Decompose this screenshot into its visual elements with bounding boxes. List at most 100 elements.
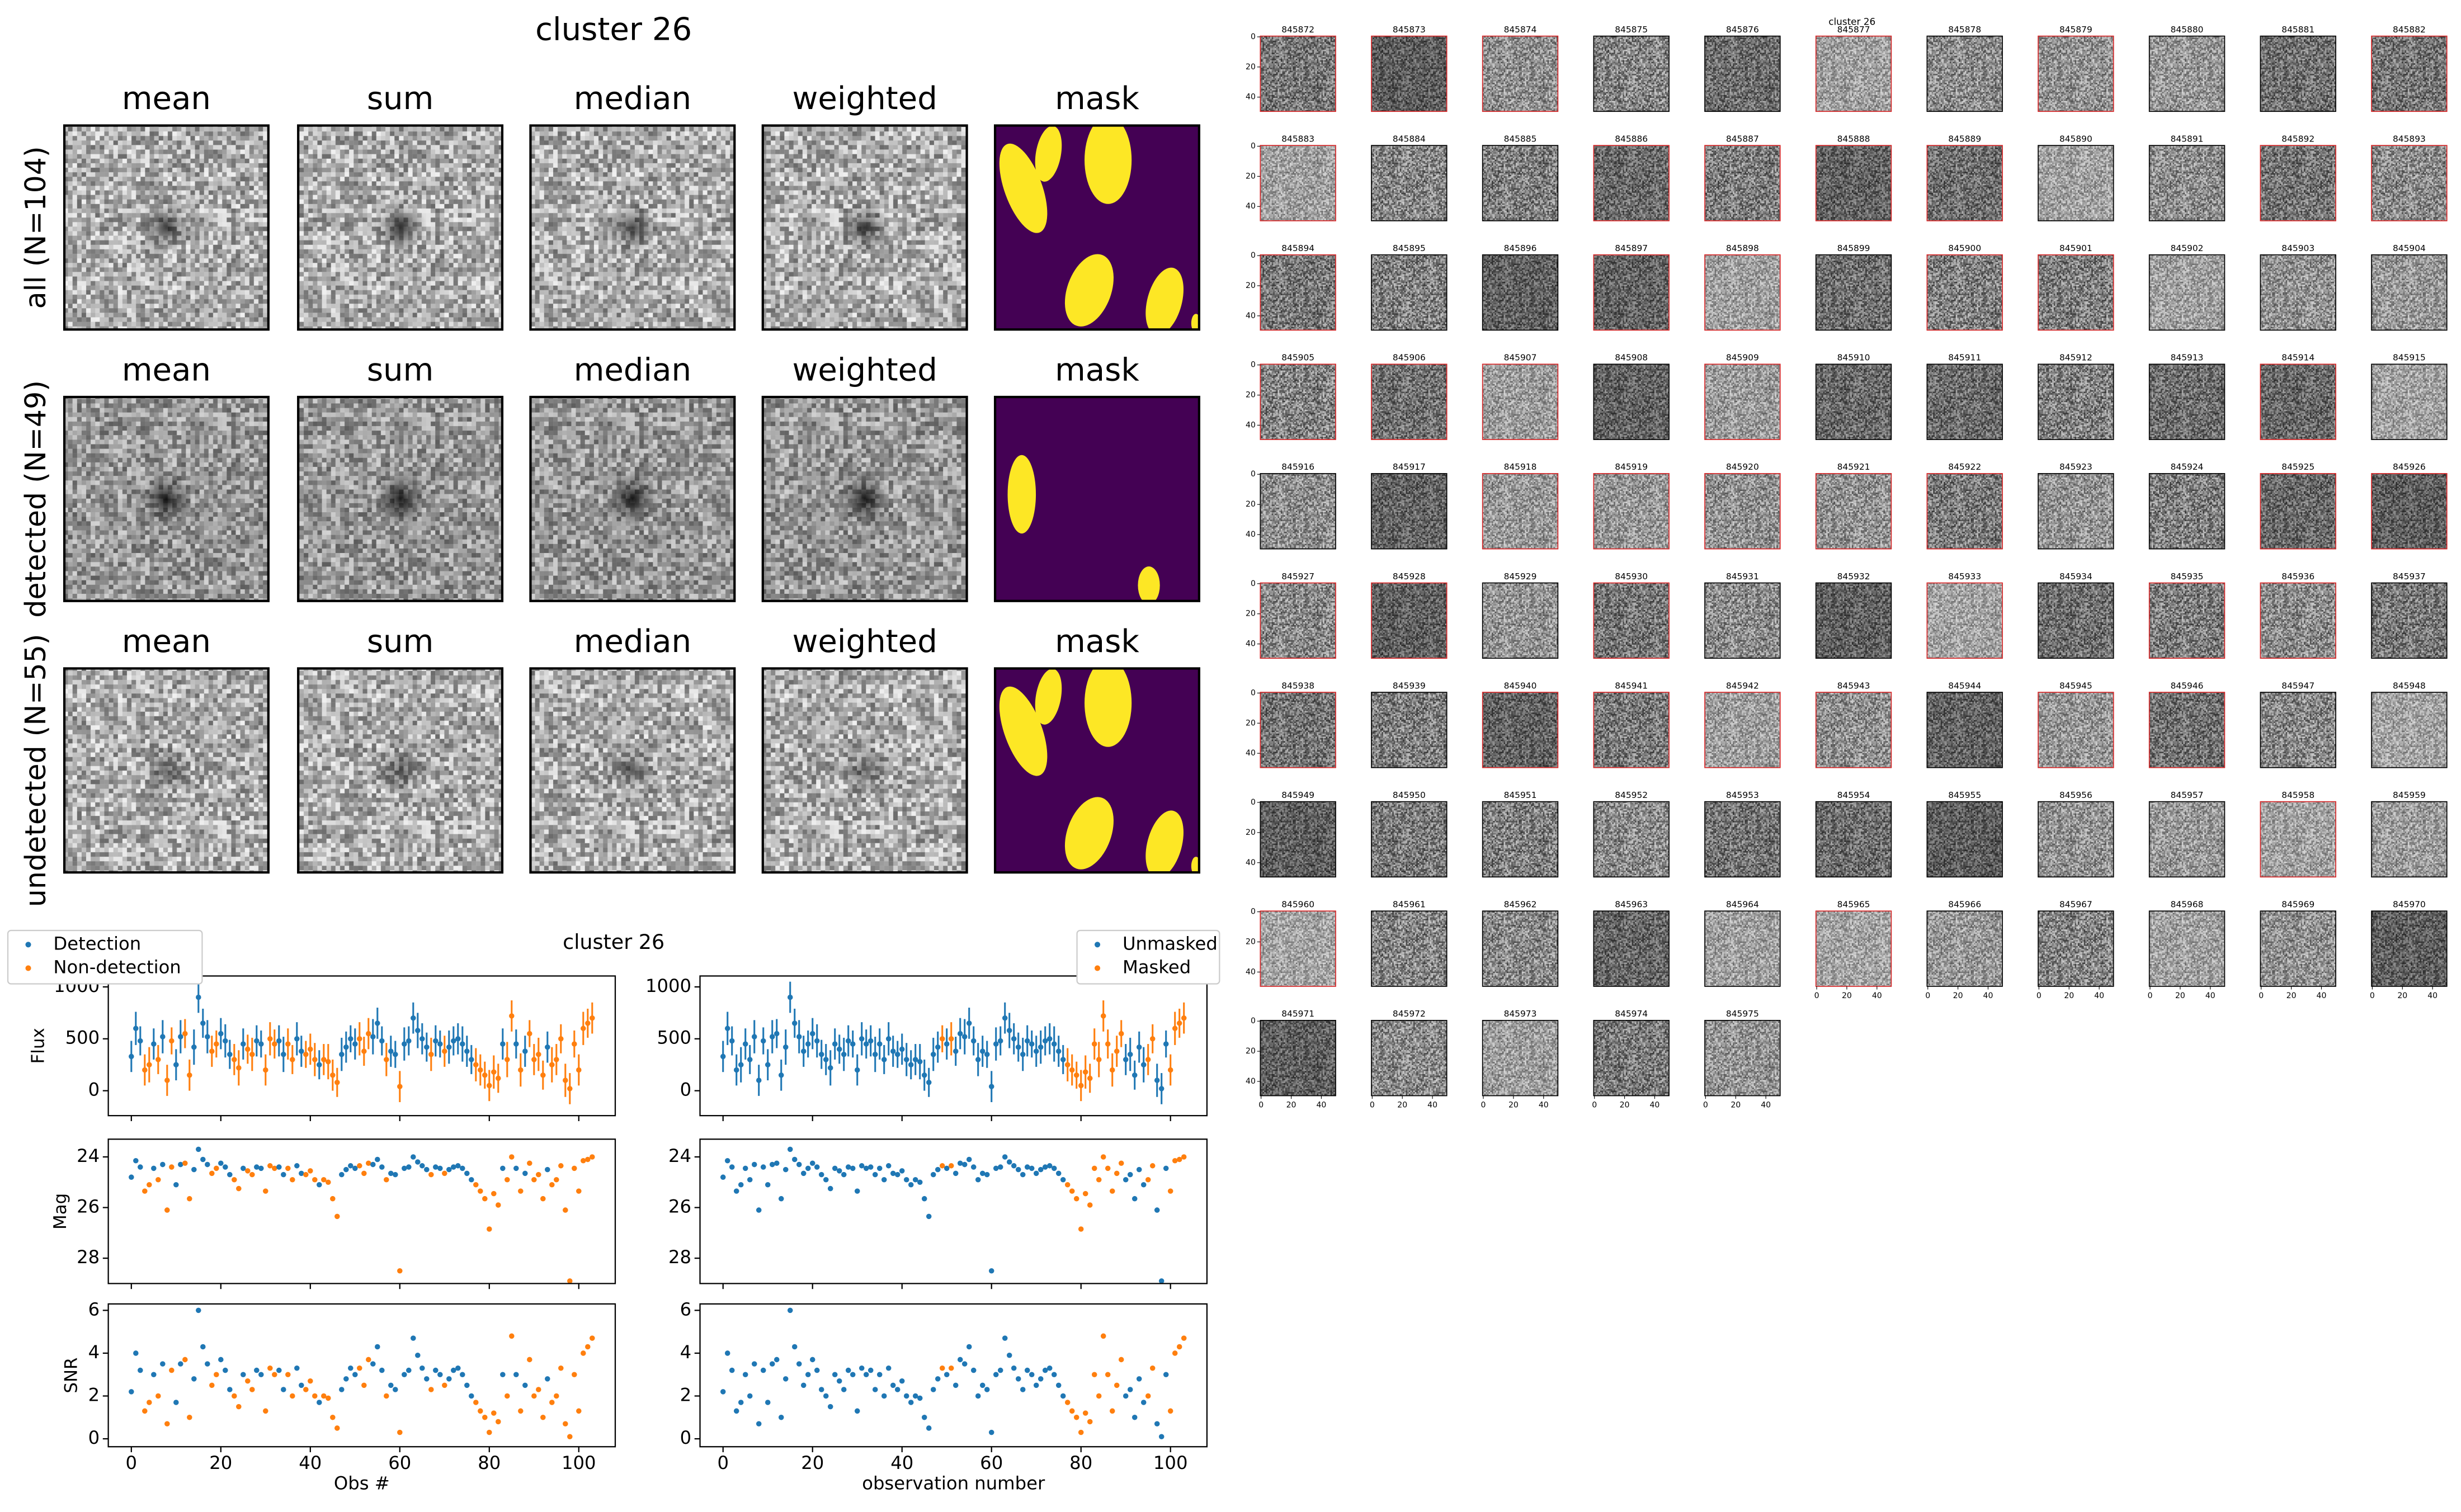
- row-label: all (N=104): [19, 146, 52, 309]
- data-point: [500, 1165, 506, 1171]
- data-point: [549, 1062, 555, 1067]
- data-point: [388, 1170, 394, 1176]
- data-point: [267, 1036, 273, 1042]
- source-blob: [139, 744, 194, 797]
- source-blob: [373, 201, 427, 254]
- data-point: [160, 1161, 166, 1168]
- data-point: [312, 1057, 318, 1062]
- data-point: [334, 1213, 340, 1220]
- data-point: [214, 1041, 219, 1047]
- x-tick-label: 40: [299, 1452, 322, 1473]
- data-point: [442, 1048, 447, 1054]
- data-point: [187, 1072, 192, 1078]
- mask-group: [999, 668, 1199, 873]
- data-point: [375, 1156, 380, 1163]
- data-point: [585, 1020, 591, 1026]
- data-point: [536, 1171, 541, 1178]
- data-point: [576, 1188, 582, 1194]
- data-point: [272, 1165, 277, 1171]
- data-point: [299, 1048, 304, 1054]
- mask-region: [1035, 126, 1062, 182]
- data-point: [317, 1182, 322, 1188]
- data-point: [308, 1046, 313, 1052]
- data-point: [563, 1207, 568, 1213]
- data-point: [321, 1176, 327, 1183]
- source-blob: [139, 201, 194, 254]
- source-blob: [838, 472, 892, 526]
- data-point: [464, 1170, 470, 1176]
- data-point: [258, 1041, 264, 1047]
- data-point: [263, 1188, 268, 1194]
- mask-region: [1085, 125, 1132, 204]
- data-point: [133, 1026, 139, 1031]
- data-point: [303, 1051, 309, 1057]
- data-point: [151, 1041, 157, 1047]
- data-point: [330, 1072, 336, 1078]
- data-point: [200, 1156, 206, 1163]
- y-axis-label: Flux: [29, 1028, 49, 1064]
- data-point: [155, 1176, 161, 1183]
- data-point: [133, 1350, 139, 1356]
- data-point: [585, 1156, 591, 1163]
- data-point: [411, 1154, 416, 1160]
- data-point: [352, 1041, 358, 1047]
- data-point: [491, 1069, 497, 1075]
- x-tick-label: 100: [562, 1452, 596, 1473]
- data-point: [379, 1164, 385, 1170]
- data-point: [366, 1160, 371, 1166]
- x-tick-label: 0: [126, 1452, 138, 1473]
- data-point: [142, 1408, 148, 1414]
- data-point: [581, 1026, 586, 1031]
- data-point: [388, 1048, 394, 1054]
- image-frame: [63, 667, 270, 874]
- column-label: median: [574, 352, 691, 389]
- data-point: [155, 1393, 161, 1399]
- data-point: [182, 1160, 188, 1166]
- axes-frame: [107, 975, 616, 1117]
- data-point: [321, 1057, 327, 1062]
- data-point: [343, 1166, 349, 1173]
- image-frame: [529, 124, 736, 331]
- y-tick-label: 4: [88, 1341, 100, 1363]
- data-point: [249, 1051, 255, 1057]
- data-point: [509, 1013, 515, 1019]
- column-label: mask: [1055, 81, 1139, 117]
- image-frame: [993, 667, 1200, 874]
- data-point: [169, 1038, 175, 1044]
- data-point: [478, 1188, 483, 1194]
- data-point: [138, 1038, 143, 1044]
- data-point: [590, 1015, 595, 1021]
- mask-region: [999, 143, 1048, 233]
- data-point: [241, 1165, 246, 1171]
- column-label: median: [574, 81, 691, 117]
- data-point: [352, 1165, 358, 1171]
- mask-region: [1145, 267, 1184, 330]
- data-point: [357, 1163, 362, 1169]
- data-point: [227, 1051, 233, 1057]
- data-point: [178, 1161, 183, 1168]
- data-point: [330, 1196, 336, 1202]
- row-label: detected (N=49): [19, 380, 52, 618]
- data-point: [129, 1174, 134, 1180]
- data-point: [424, 1166, 430, 1173]
- data-point: [164, 1078, 170, 1083]
- data-point: [567, 1086, 573, 1092]
- data-point: [138, 1367, 143, 1373]
- data-point: [285, 1041, 291, 1047]
- column-label: weighted: [793, 81, 937, 117]
- y-tick-label: 24: [77, 1145, 100, 1166]
- data-point: [446, 1166, 452, 1173]
- data-point: [442, 1170, 447, 1176]
- data-point: [446, 1044, 452, 1050]
- column-label: mean: [122, 352, 211, 389]
- data-point: [205, 1034, 210, 1040]
- data-point: [433, 1038, 439, 1044]
- data-point: [428, 1051, 434, 1057]
- data-point: [500, 1041, 506, 1047]
- data-point: [147, 1400, 152, 1405]
- data-point: [348, 1163, 353, 1169]
- image-grid-title: cluster 26: [535, 12, 692, 48]
- column-label: sum: [367, 81, 433, 117]
